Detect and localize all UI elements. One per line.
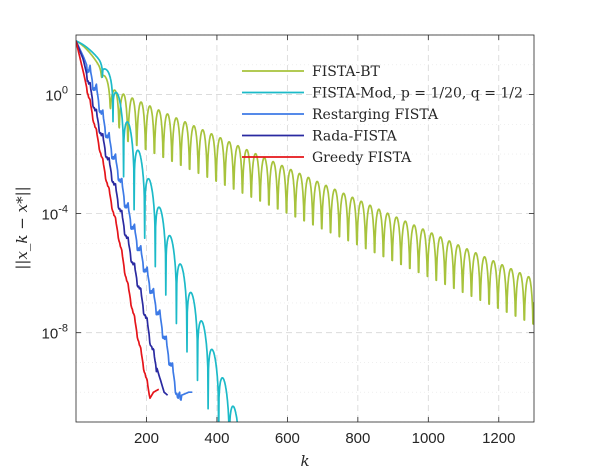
plot-frame bbox=[75, 34, 535, 423]
legend: FISTA-BT FISTA-Mod, p = 1/20, q = 1/2 Rest… bbox=[242, 64, 523, 166]
legend-entry: FISTA-BT bbox=[312, 64, 381, 80]
y-axis-label: ||x_k − x*|| bbox=[13, 186, 31, 269]
x-tick-label: 400 bbox=[204, 430, 229, 447]
x-axis-label: k bbox=[300, 452, 309, 470]
series-line-fista-mod-p-1-20-q-1-2 bbox=[76, 40, 239, 422]
series-layer bbox=[76, 40, 534, 422]
y-tick-label: 10-4 bbox=[42, 204, 68, 224]
legend-entry: Greedy FISTA bbox=[312, 150, 412, 166]
plot-background bbox=[76, 35, 534, 422]
ticks: 200 400 600 800 1000 1200 100 10-4 10-8 bbox=[42, 35, 534, 447]
y-tick-label: 10-8 bbox=[42, 323, 68, 343]
x-tick-label: 1000 bbox=[412, 430, 445, 447]
legend-entry: Rada-FISTA bbox=[312, 129, 398, 145]
y-tick-label: 100 bbox=[45, 85, 68, 105]
grid bbox=[76, 34, 534, 423]
legend-entry: Restarging FISTA bbox=[312, 107, 439, 123]
x-tick-label: 1200 bbox=[482, 430, 515, 447]
series-line-rada-fista bbox=[76, 40, 169, 396]
legend-entry: FISTA-Mod, p = 1/20, q = 1/2 bbox=[312, 86, 523, 102]
x-tick-label: 200 bbox=[134, 430, 159, 447]
x-tick-label: 600 bbox=[275, 430, 300, 447]
series-line-fista-bt bbox=[76, 40, 534, 325]
series-line-restarging-fista bbox=[76, 40, 193, 401]
series-line-greedy-fista bbox=[76, 40, 160, 400]
x-tick-label: 800 bbox=[345, 430, 370, 447]
